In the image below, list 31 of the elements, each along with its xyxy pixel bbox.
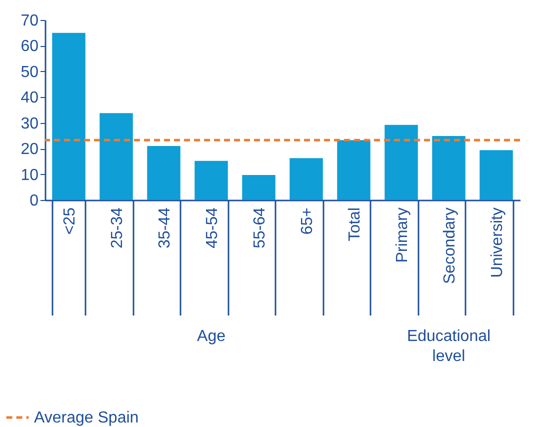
text: Educational level (406, 328, 491, 365)
x-tick-label: 55-64 (251, 207, 268, 248)
bar (290, 158, 323, 200)
bar (432, 136, 466, 200)
x-tick-label: Total (346, 208, 364, 242)
y-tick-label: 0 (30, 192, 39, 210)
y-tick-label: 50 (20, 64, 39, 81)
bar (147, 146, 180, 200)
y-tick-label: 10 (20, 166, 39, 184)
x-tick-label: 45-54 (204, 207, 221, 248)
bar (242, 175, 276, 200)
x-tick-label: Secondary (441, 208, 458, 284)
x-tick-label: <25 (61, 207, 78, 235)
x-tick-label: University (488, 208, 506, 278)
x-tick-label: 25-34 (108, 207, 126, 248)
x-tick-label: 65+ (298, 208, 316, 235)
y-tick-label: 40 (20, 90, 39, 107)
x-tick-label: Primary (394, 208, 411, 263)
x-tick-label: 35-44 (156, 207, 174, 248)
y-tick-label: 70 (20, 12, 39, 30)
bar (480, 150, 513, 200)
y-tick-label: 20 (20, 141, 39, 158)
text: Age (197, 328, 226, 345)
bar (52, 32, 86, 200)
legend-label: Average Spain (34, 410, 139, 426)
bar (194, 160, 228, 200)
bar (337, 140, 370, 200)
bar (100, 113, 133, 200)
bar (384, 124, 418, 200)
y-tick-label: 60 (20, 38, 39, 56)
y-tick-label: 30 (20, 115, 39, 132)
